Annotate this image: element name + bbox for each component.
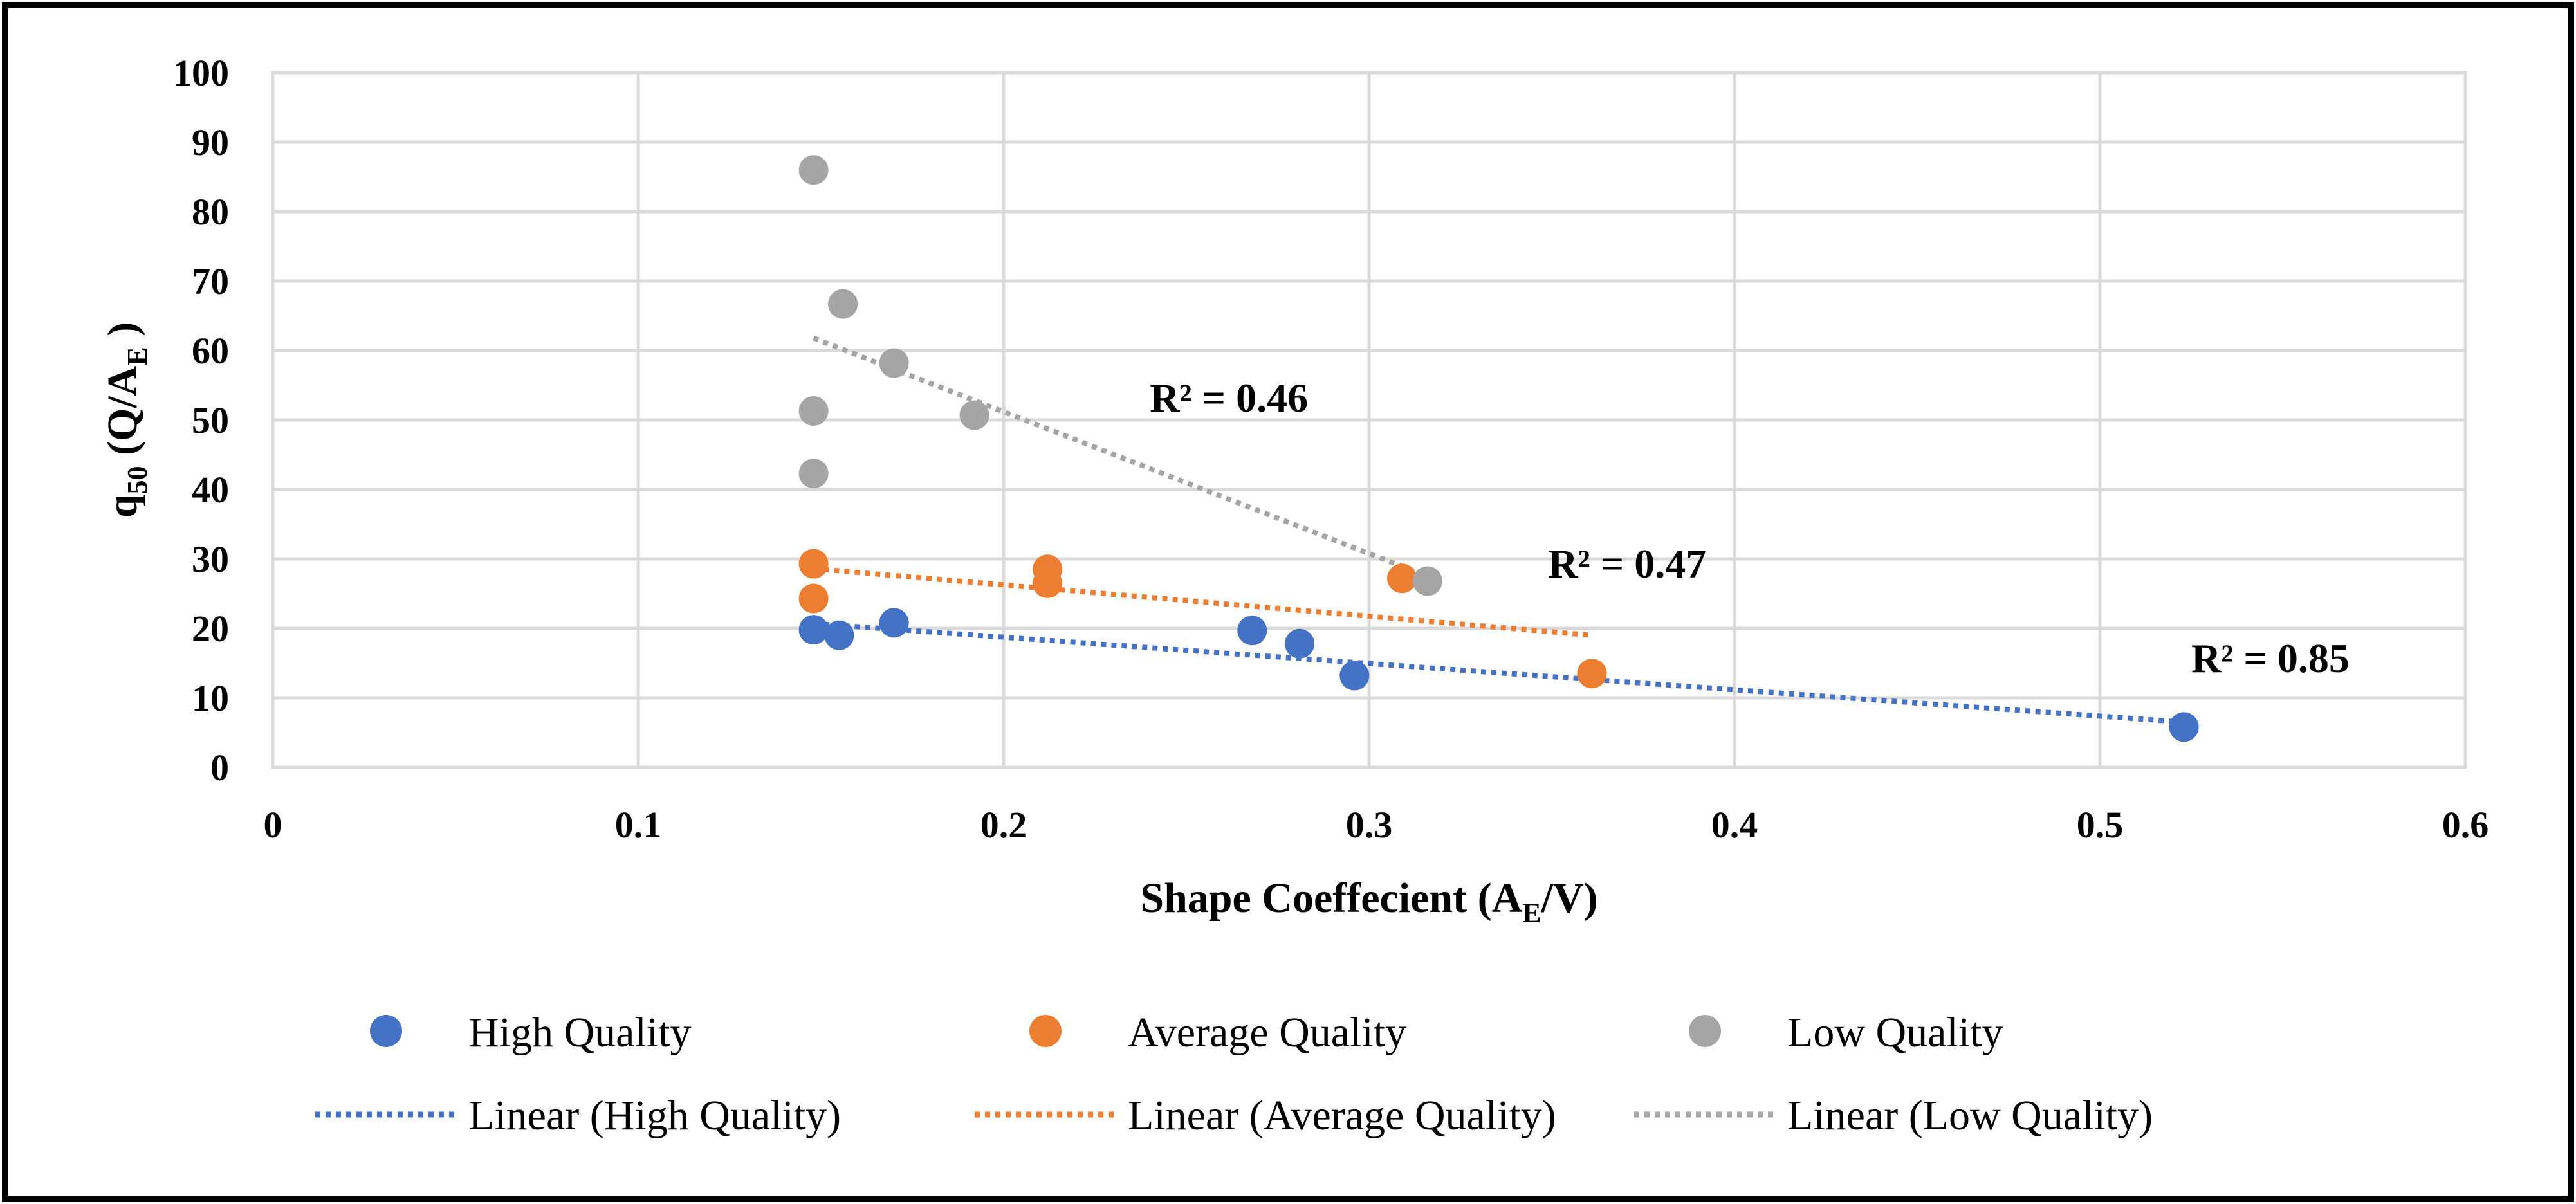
legend-label-trend-high-quality: Linear (High Quality): [468, 1092, 841, 1139]
legend-marker-average-quality: [1029, 1015, 1062, 1047]
point-high-quality: [2169, 712, 2199, 742]
point-average-quality: [1033, 568, 1063, 598]
y-tick-label: 10: [192, 677, 229, 719]
y-tick-label: 50: [192, 399, 229, 441]
trendline-high-quality: [813, 621, 2184, 725]
x-tick-label: 0.5: [2077, 804, 2124, 846]
y-tick-label: 100: [173, 52, 229, 94]
point-low-quality: [828, 289, 858, 319]
y-tick-label: 30: [192, 538, 229, 580]
point-low-quality: [798, 459, 829, 489]
y-tick-label: 90: [192, 122, 229, 163]
point-high-quality: [1285, 628, 1315, 659]
x-tick-label: 0: [264, 804, 282, 846]
x-tick-label: 0.6: [2442, 804, 2489, 846]
y-axis-title: q50 (Q/AE ): [99, 322, 153, 518]
y-tick-label: 80: [192, 191, 229, 233]
r2-label-low-quality: R² = 0.46: [1150, 375, 1308, 421]
point-high-quality: [1339, 661, 1370, 691]
x-axis-tick-labels: 0 0.1 0.2 0.3 0.4 0.5 0.6: [264, 804, 2489, 846]
gridlines: [273, 73, 2465, 767]
x-tick-label: 0.1: [615, 804, 662, 846]
point-low-quality: [798, 396, 829, 426]
r2-label-average-quality: R² = 0.47: [1548, 541, 1706, 587]
y-tick-label: 0: [210, 747, 229, 789]
r-squared-labels: R² = 0.85 R² = 0.47 R² = 0.46: [1150, 375, 2350, 681]
point-low-quality: [798, 155, 829, 185]
legend-label-low-quality: Low Quality: [1787, 1009, 2003, 1056]
legend-label-high-quality: High Quality: [468, 1009, 691, 1056]
y-axis-tick-labels: 0 10 20 30 40 50 60 70 80 90 100: [173, 52, 229, 789]
r2-label-high-quality: R² = 0.85: [2191, 635, 2350, 681]
point-low-quality: [879, 348, 909, 378]
x-tick-label: 0.3: [1346, 804, 1393, 846]
legend: High Quality Linear (High Quality) Average…: [315, 1009, 2153, 1139]
point-high-quality: [879, 608, 909, 638]
point-high-quality: [824, 620, 854, 650]
legend-label-trend-low-quality: Linear (Low Quality): [1787, 1092, 2153, 1139]
point-high-quality: [1237, 616, 1267, 646]
data-points: [798, 155, 2199, 742]
y-tick-label: 60: [192, 330, 229, 372]
point-low-quality: [1412, 566, 1442, 596]
trendline-low-quality: [813, 335, 1429, 579]
legend-marker-high-quality: [370, 1015, 402, 1047]
legend-label-trend-average-quality: Linear (Average Quality): [1128, 1092, 1556, 1139]
point-high-quality: [798, 615, 829, 645]
y-tick-label: 40: [192, 469, 229, 511]
x-axis-title: Shape Coeffecient (AE/V): [1140, 875, 1597, 929]
point-average-quality: [798, 549, 829, 579]
point-average-quality: [798, 583, 829, 614]
trendline-average-quality: [813, 566, 1592, 638]
x-tick-label: 0.4: [1711, 804, 1758, 846]
point-average-quality: [1387, 563, 1417, 594]
x-tick-label: 0.2: [980, 804, 1027, 846]
legend-marker-low-quality: [1689, 1015, 1721, 1047]
point-low-quality: [959, 400, 989, 430]
point-average-quality: [1577, 659, 1607, 689]
y-tick-label: 70: [192, 260, 229, 302]
legend-label-average-quality: Average Quality: [1128, 1009, 1406, 1056]
trendlines: [813, 335, 2184, 725]
y-tick-label: 20: [192, 608, 229, 650]
